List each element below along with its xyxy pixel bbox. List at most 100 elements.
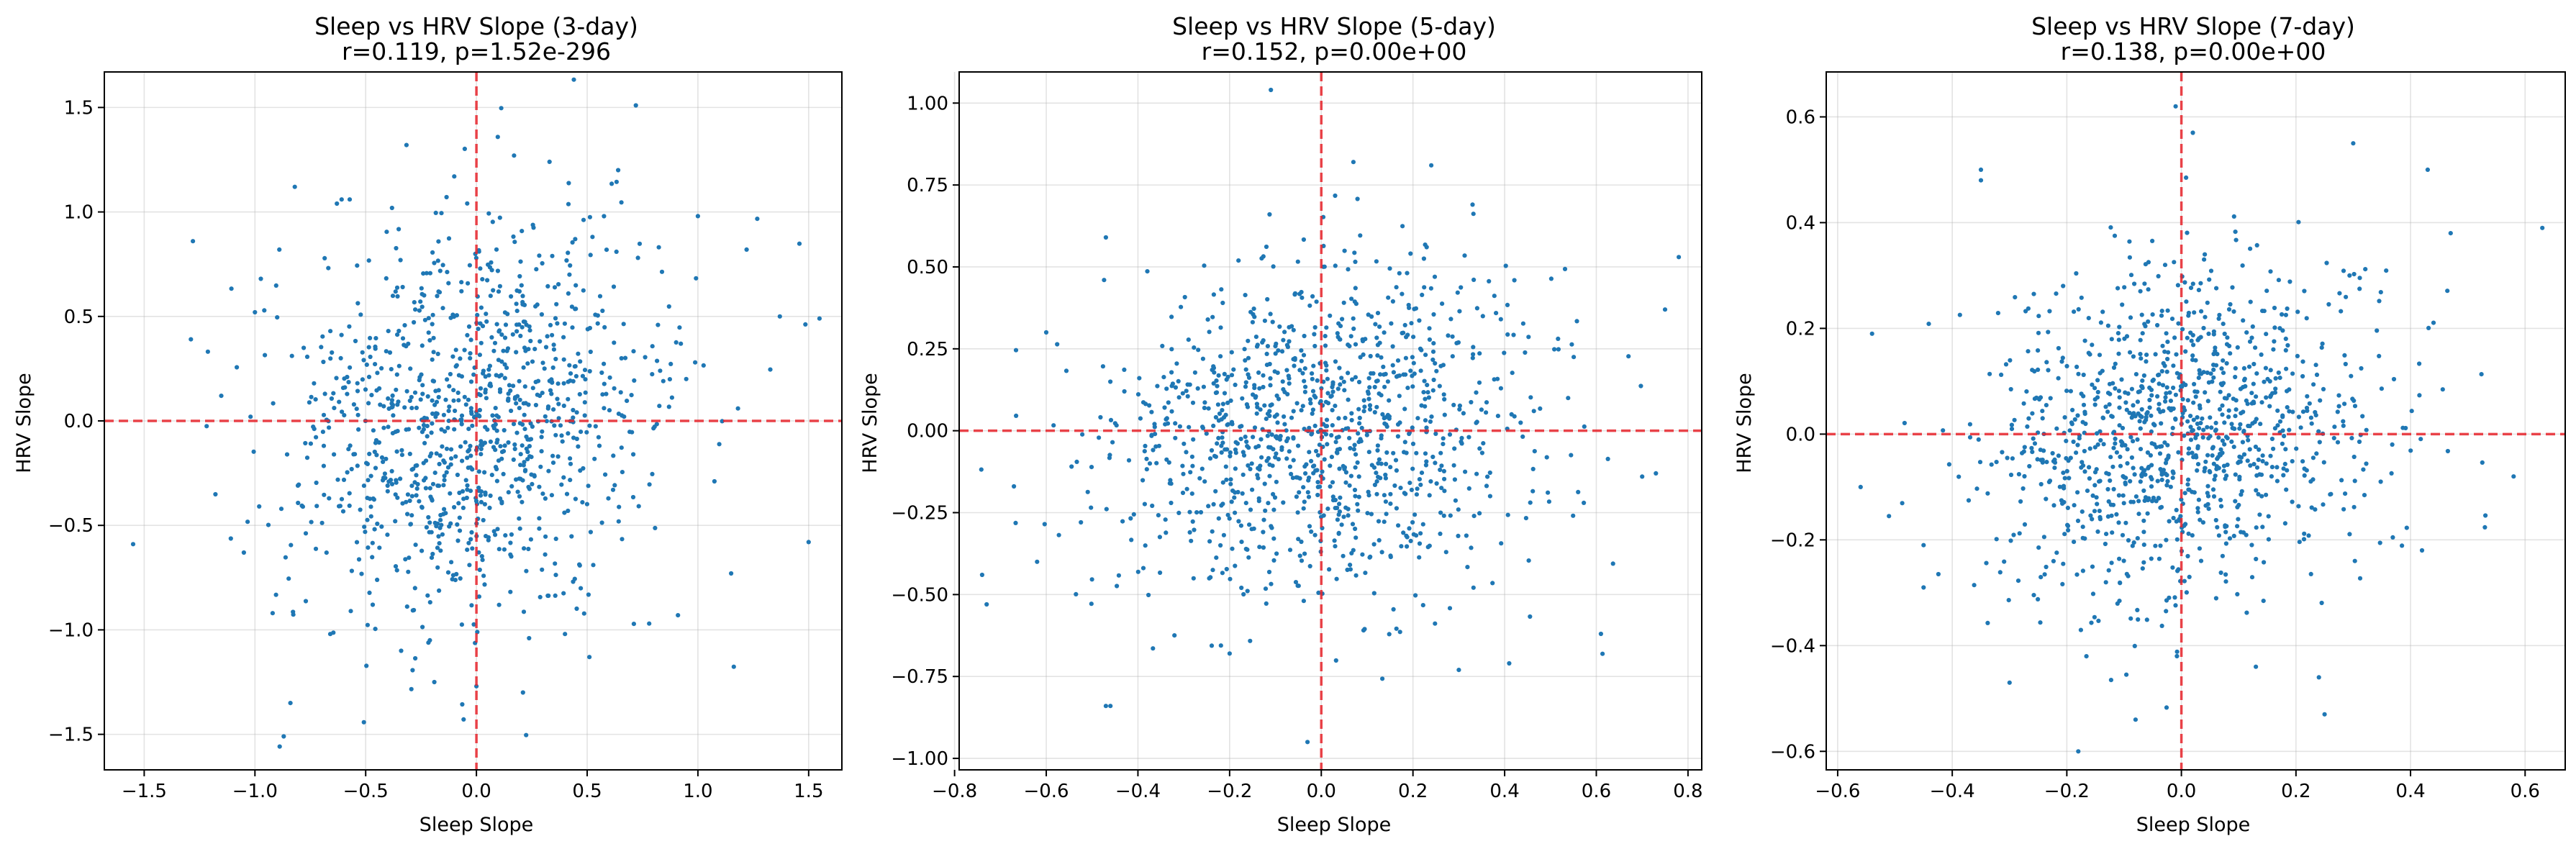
scatter-point [1149, 409, 1154, 414]
scatter-point [389, 481, 395, 487]
scatter-point [476, 469, 481, 474]
scatter-point [2113, 441, 2118, 446]
scatter-point [313, 546, 319, 551]
scatter-point [1394, 626, 1399, 631]
scatter-point [1301, 237, 1306, 242]
scatter-point [2259, 352, 2264, 357]
scatter-point [1267, 212, 1272, 217]
scatter-point [438, 512, 443, 518]
scatter-point [1246, 355, 1251, 360]
scatter-point [2075, 490, 2080, 495]
scatter-point [1292, 363, 1297, 368]
y-tick-label: −1.00 [891, 748, 948, 770]
scatter-point [423, 476, 428, 481]
scatter-point [2195, 509, 2200, 514]
scatter-point [1202, 405, 1207, 411]
scatter-point [2260, 525, 2265, 530]
scatter-point [1302, 551, 1307, 556]
scatter-point [2344, 294, 2349, 299]
scatter-point [581, 611, 586, 616]
scatter-point [1129, 537, 1134, 542]
x-tick-label: 1.0 [683, 781, 712, 802]
scatter-point [661, 378, 666, 383]
scatter-point [1333, 544, 1338, 549]
scatter-point [2182, 280, 2187, 285]
scatter-point [2190, 281, 2195, 286]
scatter-point [2079, 465, 2084, 470]
scatter-point [439, 427, 444, 432]
scatter-point [466, 397, 471, 402]
scatter-point [2211, 375, 2216, 380]
scatter-point [1358, 233, 1363, 238]
scatter-point [394, 449, 399, 454]
scatter-point [2123, 476, 2128, 481]
scatter-point [2176, 321, 2181, 326]
scatter-point [1206, 504, 1211, 509]
scatter-point [1421, 256, 1426, 261]
scatter-point [304, 354, 310, 359]
scatter-point [1271, 507, 1276, 512]
scatter-point [1383, 499, 1388, 504]
scatter-point [339, 496, 345, 501]
y-axis-label: HRV Slope [1733, 373, 1756, 473]
scatter-point [361, 483, 366, 489]
scatter-point [520, 443, 525, 448]
scatter-point [1926, 322, 1931, 327]
scatter-point [2191, 342, 2196, 348]
scatter-point [2164, 391, 2169, 396]
scatter-point [1190, 519, 1195, 525]
scatter-point [2108, 678, 2113, 683]
scatter-point [2211, 329, 2216, 334]
scatter-point [1282, 414, 1287, 419]
scatter-point [556, 401, 561, 407]
scatter-point [347, 324, 352, 329]
scatter-point [2363, 267, 2368, 272]
scatter-point [1415, 486, 1420, 491]
scatter-point [2119, 377, 2124, 382]
scatter-point [1328, 484, 1333, 489]
scatter-point [2106, 568, 2111, 573]
scatter-point [515, 394, 520, 399]
scatter-point [341, 477, 347, 483]
scatter-point [1356, 379, 1362, 385]
scatter-point [1392, 483, 1397, 489]
scatter-point [2231, 309, 2236, 314]
scatter-points [130, 77, 822, 749]
scatter-point [1333, 359, 1338, 364]
scatter-point [1366, 376, 1371, 381]
scatter-point [2390, 535, 2395, 540]
scatter-point [2135, 536, 2140, 541]
scatter-point [2321, 502, 2326, 507]
scatter-point [2251, 399, 2256, 404]
scatter-point [2482, 525, 2487, 530]
scatter-point [2036, 348, 2041, 353]
scatter-point [1330, 408, 1335, 413]
scatter-point [1307, 397, 1312, 402]
scatter-point [717, 442, 722, 447]
scatter-point [549, 391, 554, 396]
scatter-point [1274, 479, 1279, 484]
scatter-point [1219, 450, 1224, 455]
scatter-point [427, 337, 432, 343]
scatter-point [2261, 599, 2266, 604]
scatter-point [1085, 489, 1090, 494]
scatter-point [460, 458, 465, 463]
scatter-point [497, 389, 503, 394]
scatter-point [2377, 299, 2382, 304]
scatter-point [1215, 441, 1220, 446]
scatter-point [2264, 461, 2269, 466]
scatter-point [1379, 550, 1384, 555]
scatter-point [1187, 509, 1192, 514]
scatter-point [2290, 409, 2295, 414]
scatter-point [2192, 310, 2197, 315]
scatter-point [667, 377, 673, 382]
scatter-point [461, 717, 466, 722]
scatter-point [2021, 486, 2026, 491]
scatter-point [346, 380, 351, 385]
scatter-point [2267, 404, 2272, 409]
scatter-point [1400, 291, 1405, 296]
scatter-point [386, 396, 391, 401]
scatter-point [2176, 450, 2181, 455]
scatter-point [373, 336, 378, 341]
scatter-point [1256, 466, 1261, 471]
